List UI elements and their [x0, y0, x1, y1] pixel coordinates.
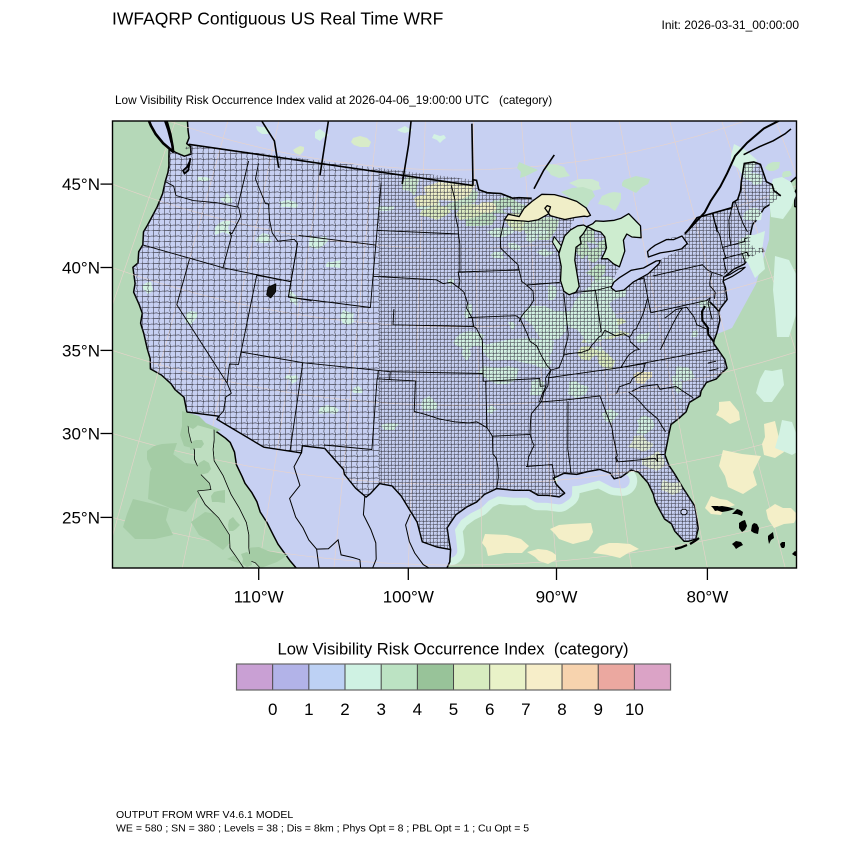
- svg-text:35°N: 35°N: [62, 341, 100, 360]
- svg-text:90°W: 90°W: [536, 588, 578, 607]
- svg-text:OUTPUT FROM WRF V4.6.1 MODEL: OUTPUT FROM WRF V4.6.1 MODEL: [116, 809, 293, 821]
- svg-text:30°N: 30°N: [62, 425, 100, 444]
- svg-text:0: 0: [268, 700, 277, 719]
- svg-text:4: 4: [413, 700, 422, 719]
- svg-text:Low Visibility Risk Occurrence: Low Visibility Risk Occurrence Index val…: [115, 93, 552, 107]
- svg-text:9: 9: [593, 700, 602, 719]
- svg-text:80°W: 80°W: [687, 588, 729, 607]
- svg-text:25°N: 25°N: [62, 508, 100, 527]
- svg-text:110°W: 110°W: [234, 588, 284, 607]
- svg-text:5: 5: [449, 700, 458, 719]
- svg-text:10: 10: [625, 700, 644, 719]
- svg-text:40°N: 40°N: [62, 259, 100, 278]
- svg-text:1: 1: [304, 700, 313, 719]
- svg-text:7: 7: [521, 700, 530, 719]
- svg-text:Low Visibility Risk Occurrence: Low Visibility Risk Occurrence Index (ca…: [277, 640, 628, 659]
- svg-text:IWFAQRP Contiguous US Real Tim: IWFAQRP Contiguous US Real Time WRF: [112, 9, 443, 29]
- svg-text:6: 6: [485, 700, 494, 719]
- svg-text:2: 2: [340, 700, 349, 719]
- svg-text:45°N: 45°N: [62, 175, 100, 194]
- svg-text:8: 8: [557, 700, 566, 719]
- svg-text:3: 3: [376, 700, 385, 719]
- svg-text:WE = 580 ; SN = 380 ; Levels =: WE = 580 ; SN = 380 ; Levels = 38 ; Dis …: [116, 823, 529, 835]
- svg-text:100°W: 100°W: [383, 588, 434, 607]
- svg-text:Init: 2026-03-31_00:00:00: Init: 2026-03-31_00:00:00: [662, 18, 800, 32]
